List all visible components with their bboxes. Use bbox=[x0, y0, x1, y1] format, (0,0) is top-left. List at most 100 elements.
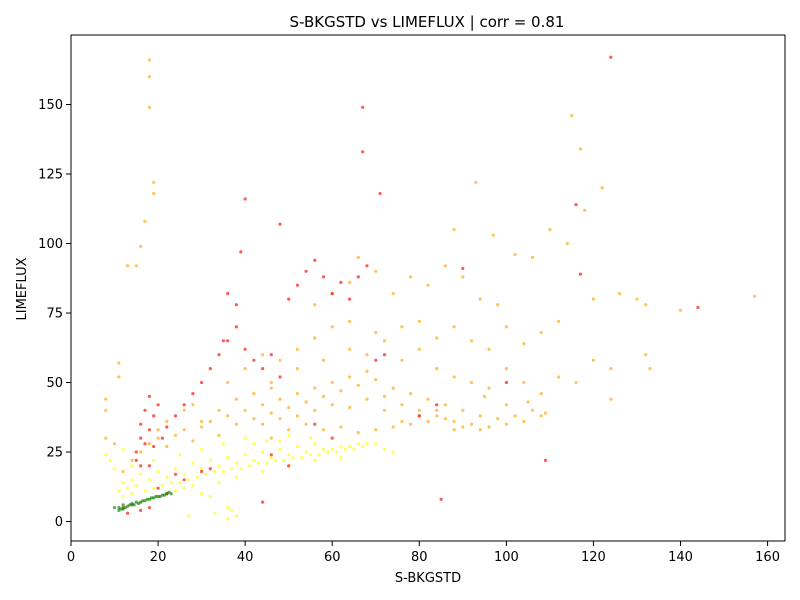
data-point-orange bbox=[287, 405, 291, 410]
data-point-green bbox=[117, 508, 121, 512]
data-point-yellow bbox=[300, 456, 304, 460]
data-point-orange bbox=[374, 428, 378, 432]
data-point-orange bbox=[478, 297, 482, 301]
data-point-red bbox=[348, 297, 352, 301]
data-point-orange bbox=[600, 186, 604, 190]
data-point-orange bbox=[200, 419, 204, 424]
data-point-orange bbox=[539, 414, 543, 418]
data-point-red bbox=[261, 367, 265, 371]
data-point-orange bbox=[400, 358, 404, 362]
data-point-yellow bbox=[139, 472, 143, 476]
data-point-yellow bbox=[313, 442, 317, 446]
data-point-orange bbox=[295, 392, 299, 396]
data-point-orange bbox=[104, 397, 108, 401]
y-tick-label: 0 bbox=[55, 515, 63, 530]
data-point-green bbox=[156, 494, 160, 499]
data-point-orange bbox=[182, 428, 186, 432]
data-point-orange bbox=[348, 280, 352, 284]
x-axis-label: S-BKGSTD bbox=[395, 571, 461, 586]
data-point-yellow bbox=[339, 456, 343, 460]
data-point-red bbox=[147, 428, 151, 432]
data-point-orange bbox=[574, 380, 578, 385]
data-point-yellow bbox=[252, 442, 256, 446]
data-point-red bbox=[234, 303, 238, 307]
data-point-orange bbox=[469, 380, 474, 385]
data-point-orange bbox=[365, 369, 369, 373]
x-tick-label: 80 bbox=[411, 550, 428, 565]
data-point-yellow bbox=[226, 517, 230, 521]
data-point-red bbox=[160, 436, 164, 440]
data-point-orange bbox=[530, 408, 535, 412]
data-point-orange bbox=[356, 431, 360, 435]
data-point-orange bbox=[504, 403, 508, 407]
data-point-yellow bbox=[265, 461, 269, 465]
data-point-yellow bbox=[313, 458, 317, 462]
data-point-yellow bbox=[169, 481, 173, 485]
data-point-yellow bbox=[230, 508, 234, 512]
data-point-red bbox=[609, 55, 613, 59]
data-point-yellow bbox=[208, 458, 212, 462]
data-point-orange bbox=[513, 414, 517, 418]
data-point-yellow bbox=[308, 436, 313, 440]
data-point-yellow bbox=[356, 442, 360, 446]
data-point-orange bbox=[147, 105, 151, 109]
x-tick-label: 120 bbox=[581, 550, 606, 565]
data-point-yellow bbox=[147, 478, 151, 482]
data-point-red bbox=[295, 283, 299, 287]
data-point-yellow bbox=[217, 481, 221, 485]
data-point-red bbox=[243, 197, 247, 201]
data-point-orange bbox=[513, 253, 517, 257]
data-point-yellow bbox=[261, 469, 265, 474]
data-point-orange bbox=[417, 408, 421, 412]
data-point-yellow bbox=[186, 478, 191, 482]
data-point-orange bbox=[208, 419, 212, 424]
data-point-green bbox=[121, 503, 125, 507]
data-point-orange bbox=[478, 428, 482, 432]
data-point-orange bbox=[435, 414, 439, 418]
data-point-orange bbox=[583, 208, 587, 212]
data-point-yellow bbox=[182, 472, 186, 476]
y-tick-label: 100 bbox=[38, 237, 63, 252]
data-point-red bbox=[252, 358, 256, 362]
data-point-green bbox=[112, 506, 117, 510]
data-point-red bbox=[313, 422, 317, 426]
data-point-yellow bbox=[243, 453, 247, 457]
x-tick-label: 140 bbox=[668, 550, 693, 565]
data-point-red bbox=[165, 425, 169, 429]
data-point-orange bbox=[313, 386, 317, 390]
data-point-yellow bbox=[213, 511, 217, 515]
data-point-yellow bbox=[156, 469, 160, 474]
data-point-orange bbox=[391, 425, 395, 429]
data-point-yellow bbox=[308, 453, 313, 457]
data-point-yellow bbox=[186, 514, 191, 518]
y-tick-label: 75 bbox=[46, 307, 63, 322]
data-point-yellow bbox=[339, 444, 343, 449]
data-point-orange bbox=[678, 308, 683, 312]
data-point-yellow bbox=[274, 458, 278, 462]
data-point-orange bbox=[156, 428, 160, 432]
data-point-yellow bbox=[178, 453, 182, 457]
data-point-red bbox=[578, 272, 583, 276]
data-point-red bbox=[234, 325, 238, 329]
data-point-orange bbox=[400, 325, 404, 329]
data-point-red bbox=[139, 436, 143, 440]
data-point-yellow bbox=[269, 456, 273, 460]
data-point-orange bbox=[543, 411, 548, 415]
data-point-orange bbox=[374, 330, 378, 335]
data-point-yellow bbox=[117, 489, 121, 493]
data-point-red bbox=[278, 222, 282, 226]
data-point-yellow bbox=[217, 464, 221, 468]
data-point-green bbox=[121, 507, 125, 511]
data-point-orange bbox=[522, 342, 526, 346]
data-point-orange bbox=[191, 403, 195, 407]
data-point-orange bbox=[374, 269, 378, 273]
data-point-orange bbox=[313, 408, 317, 412]
data-point-orange bbox=[348, 375, 352, 379]
scatter-points bbox=[104, 55, 757, 521]
data-point-orange bbox=[173, 433, 178, 437]
y-axis-label: LIMEFLUX bbox=[15, 257, 30, 320]
data-point-yellow bbox=[365, 442, 369, 446]
data-point-yellow bbox=[335, 450, 339, 454]
data-point-yellow bbox=[226, 506, 230, 510]
data-point-orange bbox=[295, 414, 299, 418]
